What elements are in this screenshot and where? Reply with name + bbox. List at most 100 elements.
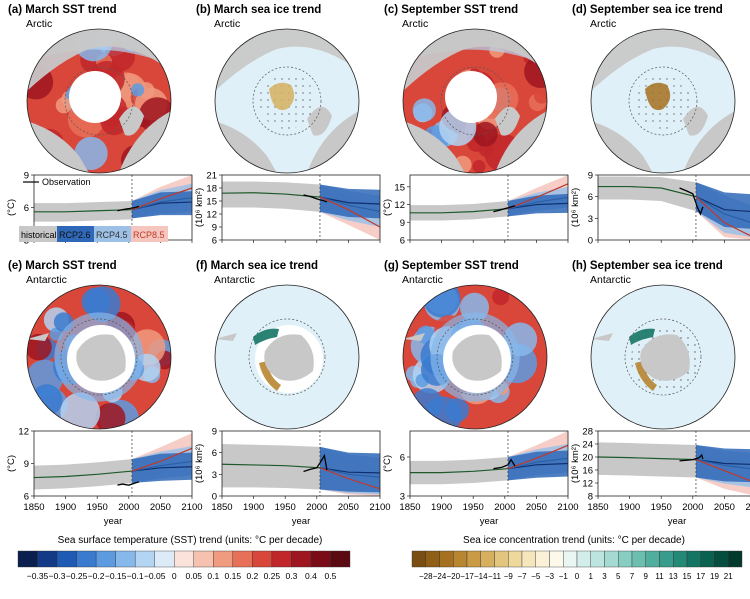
line-historical [34, 209, 132, 213]
y-tick-label: 8 [588, 492, 593, 503]
sst-colorbar-label: 0.4 [305, 571, 317, 581]
ice-colorbar-label: −20 [446, 572, 460, 581]
line-observation [303, 194, 328, 203]
line-rcp45 [131, 460, 193, 472]
line-rcp85 [319, 196, 381, 228]
sst-colorbar-cell [252, 550, 273, 568]
ice-colorbar-cell [439, 550, 454, 568]
band-rcp26 [695, 182, 750, 229]
line-rcp45 [131, 197, 193, 211]
sst-colorbar-title: Sea surface temperature (SST) trend (uni… [58, 535, 323, 546]
sst-colorbar-cell [232, 550, 253, 568]
ice-colorbar-label: 21 [724, 572, 733, 581]
panel-title: (f) March sea ice trend [196, 260, 318, 272]
ice-colorbar-cell [466, 550, 481, 568]
x-tick-label: 1950 [651, 502, 672, 513]
sst-colorbar-label: 0.2 [246, 571, 258, 581]
sst-colorbar-label: −0.2 [88, 571, 105, 581]
timeseries-plot: 0 3 6 9 (10⁶ km²) 1850 1900 1950 2000 2050 2100 yea… [194, 427, 391, 528]
timeseries-plot: 8 12 16 20 24 28(10⁶ km²) 1850 1900 1950 2000 2050… [570, 427, 750, 527]
x-tick-label: 2100 [557, 502, 578, 513]
panel-title: (d) September sea ice trend [572, 4, 723, 16]
ice-colorbar-cell [700, 550, 715, 568]
polar-map [402, 28, 548, 174]
sst-colorbar: Sea surface temperature (SST) trend (uni… [17, 535, 351, 581]
ice-colorbar-label: 7 [630, 572, 635, 581]
x-tick-label: 2050 [338, 502, 359, 513]
sst-colorbar-cell [310, 550, 331, 568]
band-historical [598, 442, 696, 478]
band-historical [222, 444, 320, 490]
x-tick-label: 2100 [181, 502, 202, 513]
x-axis-label: year [104, 516, 122, 527]
y-tick-label: 3 [588, 214, 593, 225]
panel-region: Antarctic [214, 274, 255, 286]
y-tick-label: 12 [582, 479, 593, 490]
x-tick-label: 1900 [431, 502, 452, 513]
ice-colorbar-title: Sea ice concentration trend (units: °C p… [463, 535, 685, 546]
line-observation [117, 481, 140, 486]
y-tick-label: 9 [24, 459, 29, 470]
panel-h: (h) September sea ice trend Antarctic 8 12 1… [570, 260, 750, 527]
x-axis-label: year [480, 516, 498, 527]
line-historical [221, 463, 320, 469]
sst-colorbar-cell [56, 550, 77, 568]
legend: Observation historical RCP2.6 RCP4.5 RCP… [19, 177, 168, 242]
plot-frame [597, 430, 750, 497]
y-tick-label: 6 [400, 453, 405, 464]
ice-colorbar-cell [645, 550, 660, 568]
sst-colorbar-cell [17, 550, 38, 568]
band-rcp26 [507, 450, 568, 481]
sst-colorbar-cell [330, 550, 351, 568]
line-rcp26 [319, 196, 381, 205]
sst-colorbar-cell [213, 550, 234, 568]
sst-colorbar-label: −0.25 [66, 571, 88, 581]
line-rcp85 [695, 459, 750, 482]
legend-observation-label: Observation [42, 177, 91, 187]
line-rcp26 [319, 467, 381, 474]
band-historical [598, 176, 696, 212]
y-tick-label: 15 [206, 197, 217, 208]
ice-colorbar-cell [728, 550, 743, 568]
ice-colorbar-label: 5 [616, 572, 621, 581]
plot-frame [221, 174, 381, 241]
y-tick-label: 9 [212, 427, 217, 438]
y-axis-label: (10⁶ km²) [570, 188, 581, 227]
line-historical [33, 470, 133, 479]
ice-colorbar-cell [480, 550, 495, 568]
x-tick-label: 1900 [55, 502, 76, 513]
y-axis-label: (°C) [382, 199, 393, 216]
sst-colorbar-label: 0.05 [185, 571, 202, 581]
plot-frame [409, 174, 569, 241]
panel-title: (g) September SST trend [384, 260, 519, 272]
x-tick-label: 1850 [587, 502, 608, 513]
sst-colorbar-cell [134, 550, 155, 568]
y-tick-label: 12 [18, 427, 29, 438]
ice-colorbar-cell [686, 550, 701, 568]
sst-colorbar-label: 0.15 [225, 571, 242, 581]
line-historical [598, 185, 697, 198]
band-historical [410, 201, 508, 221]
ice-colorbar-label: −14 [474, 572, 488, 581]
band-historical [410, 457, 508, 485]
y-tick-label: 0 [588, 236, 593, 247]
band-historical [222, 181, 320, 212]
sst-colorbar-label: 0.3 [285, 571, 297, 581]
band-rcp26 [319, 446, 380, 493]
line-rcp45 [695, 459, 750, 470]
line-observation [493, 205, 516, 213]
y-axis-label: (10⁶ km²) [194, 444, 205, 483]
line-rcp26 [131, 466, 193, 472]
line-historical [410, 208, 509, 214]
ice-colorbar-cell [425, 550, 440, 568]
x-tick-label: 1950 [463, 502, 484, 513]
timeseries-plot: 6 9 12 (°C) 1850 1900 1950 2000 2050 2100 year [6, 427, 203, 528]
ice-colorbar-cell [590, 550, 605, 568]
timeseries-plot: 369(°C) [6, 171, 193, 247]
x-tick-label: 2000 [118, 502, 139, 513]
timeseries-plot: 3 6 (°C) 1850 1900 1950 2000 2050 2100 year [382, 430, 579, 527]
line-rcp85 [507, 444, 569, 470]
ice-colorbar-cell [453, 550, 468, 568]
ice-colorbar-label: −17 [460, 572, 474, 581]
sst-colorbar-cell [174, 550, 194, 568]
